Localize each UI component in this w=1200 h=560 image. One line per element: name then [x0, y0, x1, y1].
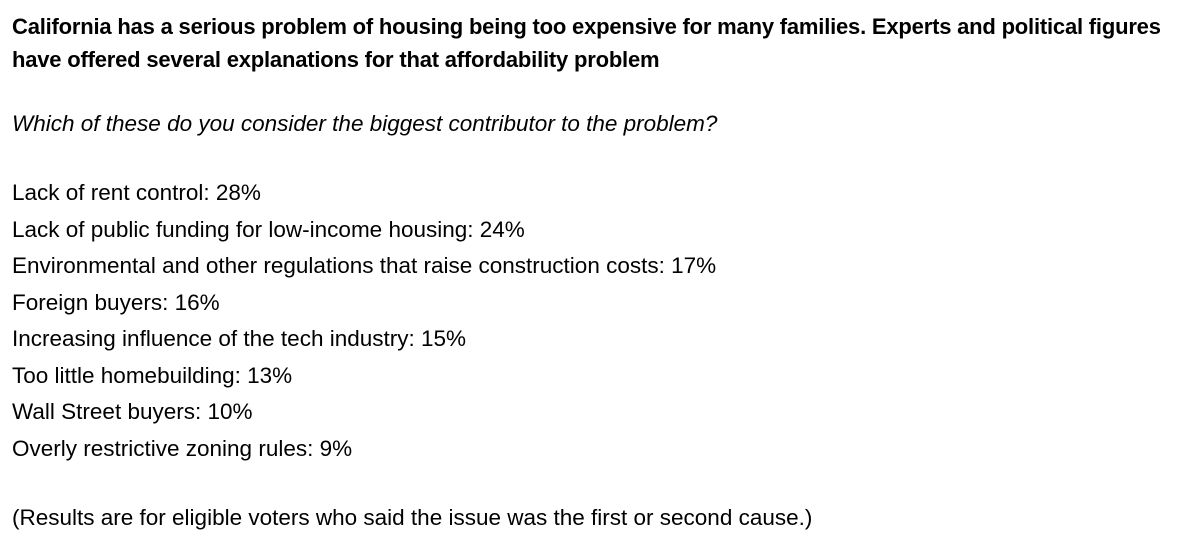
result-item: Lack of rent control: 28% — [12, 180, 261, 205]
results-list: Lack of rent control: 28% Lack of public… — [12, 175, 1190, 467]
result-item: Environmental and other regulations that… — [12, 253, 717, 278]
question-text: Which of these do you consider the bigge… — [12, 111, 718, 136]
result-item: Foreign buyers: 16% — [12, 289, 220, 315]
result-item: Too little homebuilding: 13% — [12, 362, 293, 388]
result-item: Overly restrictive zoning rules: 9% — [12, 435, 353, 461]
heading-text: California has a serious problem of hous… — [12, 14, 1161, 72]
result-item: Wall Street buyers: 10% — [12, 399, 253, 424]
footnote-text: (Results are for eligible voters who sai… — [12, 505, 813, 530]
result-item: Increasing influence of the tech industr… — [12, 326, 467, 351]
result-item: Lack of public funding for low-income ho… — [12, 216, 525, 242]
